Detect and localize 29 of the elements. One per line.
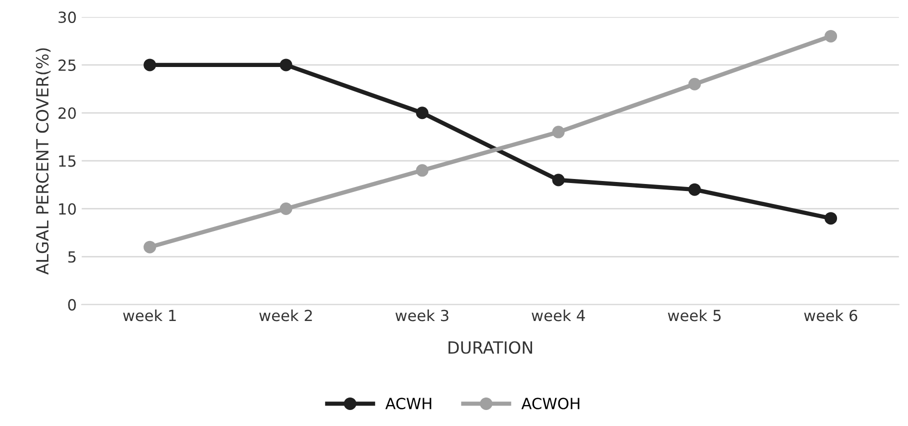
legend-label: ACWH (385, 398, 432, 410)
y-tick-label: 20 (58, 107, 76, 119)
y-tick-label: 0 (68, 299, 76, 311)
x-tick-label: week 3 (396, 309, 448, 322)
point (688, 183, 701, 196)
x-tick-label: week 2 (259, 309, 312, 322)
point (688, 78, 701, 90)
legend-label: ACWOH (521, 398, 580, 410)
point (280, 202, 292, 215)
point (824, 212, 838, 225)
y-tick-label: 5 (68, 251, 76, 263)
point (552, 174, 565, 186)
point (552, 126, 565, 138)
point (144, 240, 156, 254)
point (824, 30, 838, 42)
point (416, 164, 428, 177)
point (280, 58, 292, 72)
y-axis-title: ALGAL PERCENT COVER(%) (36, 48, 51, 275)
y-tick-label: 25 (58, 59, 76, 71)
x-tick-label: week 4 (532, 309, 585, 322)
y-tick-label: 15 (59, 155, 76, 167)
point (144, 58, 156, 72)
x-tick-label: week 6 (804, 309, 858, 322)
point (416, 106, 428, 120)
y-tick-label: 10 (59, 203, 76, 215)
x-tick-label: week 5 (668, 309, 721, 322)
x-axis-title: DURATION (448, 341, 532, 354)
y-tick-label: 30 (58, 12, 76, 24)
x-tick-label: week 1 (123, 309, 176, 322)
